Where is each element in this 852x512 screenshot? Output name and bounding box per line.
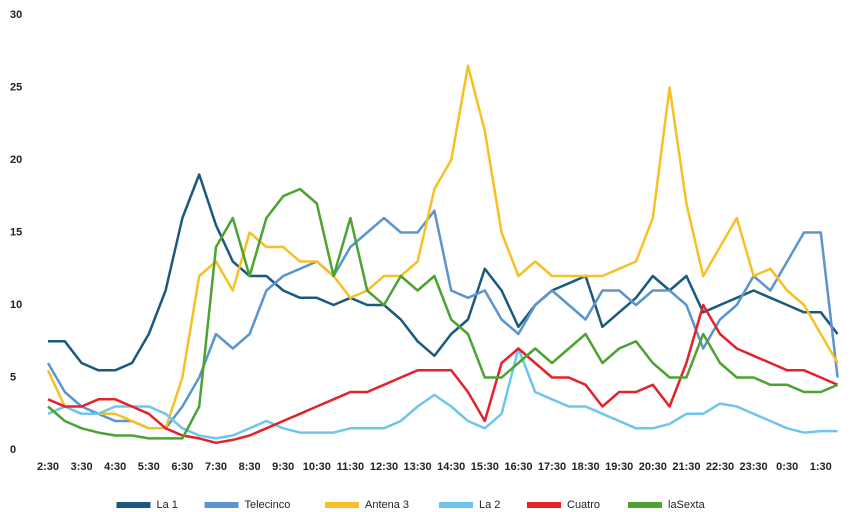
legend-swatch bbox=[527, 502, 561, 508]
y-tick-label: 30 bbox=[10, 9, 22, 21]
x-tick-label: 10:30 bbox=[303, 461, 331, 473]
x-tick-label: 21:30 bbox=[672, 461, 700, 473]
legend-swatch bbox=[116, 502, 151, 508]
x-tick-label: 13:30 bbox=[404, 461, 432, 473]
legend-label: Cuatro bbox=[567, 499, 600, 511]
x-tick-label: 19:30 bbox=[605, 461, 633, 473]
x-tick-label: 22:30 bbox=[706, 461, 734, 473]
y-tick-label: 25 bbox=[10, 81, 22, 93]
x-tick-label: 8:30 bbox=[239, 461, 261, 473]
y-tick-label: 5 bbox=[10, 371, 16, 383]
x-tick-label: 4:30 bbox=[104, 461, 126, 473]
legend-swatch bbox=[204, 502, 239, 508]
x-tick-label: 9:30 bbox=[272, 461, 294, 473]
x-tick-label: 6:30 bbox=[171, 461, 193, 473]
x-tick-label: 16:30 bbox=[504, 461, 532, 473]
x-tick-label: 0:30 bbox=[776, 461, 798, 473]
y-tick-label: 20 bbox=[10, 154, 22, 166]
series-line bbox=[46, 209, 839, 430]
legend-label: La 2 bbox=[479, 499, 500, 511]
y-tick-label: 10 bbox=[10, 299, 22, 311]
x-tick-label: 12:30 bbox=[370, 461, 398, 473]
x-tick-label: 5:30 bbox=[138, 461, 160, 473]
x-tick-label: 2:30 bbox=[37, 461, 59, 473]
series-line bbox=[46, 64, 839, 430]
series-line bbox=[48, 173, 839, 372]
x-tick-label: 14:30 bbox=[437, 461, 465, 473]
x-tick-label: 23:30 bbox=[740, 461, 768, 473]
x-tick-label: 18:30 bbox=[572, 461, 600, 473]
legend-label: laSexta bbox=[668, 499, 706, 511]
x-tick-label: 17:30 bbox=[538, 461, 566, 473]
x-tick-label: 11:30 bbox=[337, 461, 365, 473]
legend-label: Antena 3 bbox=[365, 499, 409, 511]
x-tick-label: 7:30 bbox=[205, 461, 227, 473]
y-tick-label: 15 bbox=[10, 226, 22, 238]
legend-label: La 1 bbox=[157, 499, 178, 511]
series-line bbox=[47, 187, 839, 440]
legend-swatch bbox=[628, 502, 662, 508]
x-tick-label: 20:30 bbox=[639, 461, 667, 473]
x-tick-label: 15:30 bbox=[471, 461, 499, 473]
legend-swatch bbox=[325, 502, 359, 508]
series-line bbox=[47, 347, 838, 440]
x-tick-label: 1:30 bbox=[810, 461, 832, 473]
x-tick-label: 3:30 bbox=[71, 461, 93, 473]
legend-label: Telecinco bbox=[245, 499, 291, 511]
series-line bbox=[47, 303, 839, 445]
y-tick-label: 0 bbox=[10, 444, 16, 456]
legend-swatch bbox=[439, 502, 473, 508]
